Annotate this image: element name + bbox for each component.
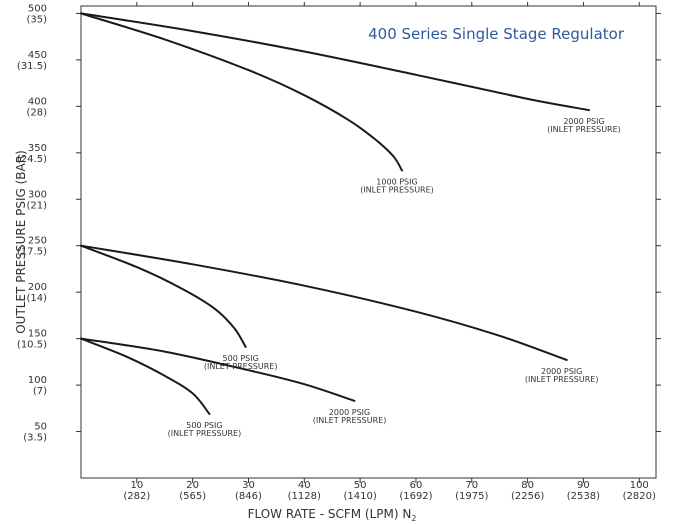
chart-title: 400 Series Single Stage Regulator [368, 25, 625, 43]
x-tick-sublabel: (1692) [399, 491, 432, 502]
curves [80, 12, 590, 415]
x-tick-label: 80 [521, 480, 534, 491]
curve-label-pressure: 2000 PSIG [563, 117, 604, 126]
y-tick-sublabel: (7) [33, 386, 47, 397]
x-axis-title-text: FLOW RATE - SCFM (LPM) N [248, 507, 412, 521]
curve-line [80, 244, 247, 348]
curve-line [80, 244, 568, 361]
y-tick-label: 100 [28, 375, 47, 386]
x-tick-label: 100 [630, 480, 649, 491]
y-tick-sublabel: (24.5) [17, 154, 47, 165]
y-tick-sublabel: (10.5) [17, 340, 47, 351]
curve-line [80, 337, 356, 402]
y-tick-label: 300 [28, 189, 47, 200]
x-tick-sublabel: (2256) [511, 491, 544, 502]
y-tick-label: 500 [28, 3, 47, 14]
x-tick-label: 40 [298, 480, 311, 491]
x-tick-sublabel: (1410) [343, 491, 376, 502]
x-tick-label: 50 [354, 480, 367, 491]
x-tick-label: 60 [410, 480, 423, 491]
x-tick-sublabel: (1975) [455, 491, 488, 502]
y-tick-label: 450 [28, 50, 47, 61]
curve-line [80, 12, 590, 112]
y-axis: 50(3.5) 100(7) 150(10.5) 200(14) 250(17.5) 30… [17, 3, 661, 444]
x-tick-sublabel: (1128) [288, 491, 321, 502]
x-axis: 10(282)20(565)30(846)40(1128)50(1410)60(… [123, 2, 656, 502]
x-axis-title: FLOW RATE - SCFM (LPM) N2 [248, 507, 417, 523]
x-tick-sublabel: (2538) [567, 491, 600, 502]
x-tick-sublabel: (282) [123, 491, 150, 502]
x-tick-label: 10 [130, 480, 143, 491]
curve-label-pressure: 2000 PSIG [541, 367, 582, 376]
curve-label-inlet: (INLET PRESSURE) [360, 185, 434, 194]
x-axis-title-subscript: 2 [411, 514, 416, 523]
x-tick-sublabel: (2820) [623, 491, 656, 502]
y-tick-sublabel: (14) [26, 293, 47, 304]
curve-label-inlet: (INLET PRESSURE) [168, 429, 242, 438]
x-tick-label: 90 [577, 480, 590, 491]
y-axis-title: OUTLET PRESSURE PSIG (BAR) [14, 150, 28, 334]
curve-labels: 2000 PSIG(INLET PRESSURE)1000 PSIG(INLET… [168, 117, 621, 438]
y-tick-label: 200 [28, 282, 47, 293]
x-tick-label: 70 [465, 480, 478, 491]
x-tick-label: 30 [242, 480, 255, 491]
curve-label-inlet: (INLET PRESSURE) [204, 362, 278, 371]
x-tick-sublabel: (846) [235, 491, 262, 502]
y-tick-label: 50 [34, 422, 47, 433]
curve-label-pressure: 500 PSIG [223, 354, 259, 363]
y-tick-sublabel: (21) [26, 200, 47, 211]
curve-label-pressure: 2000 PSIG [329, 408, 370, 417]
x-tick-sublabel: (565) [179, 491, 206, 502]
plot-frame [80, 5, 657, 479]
curve-label-inlet: (INLET PRESSURE) [525, 375, 599, 384]
x-tick-label: 20 [186, 480, 199, 491]
curve-label-inlet: (INLET PRESSURE) [547, 125, 621, 134]
y-tick-label: 400 [28, 96, 47, 107]
y-tick-sublabel: (35) [26, 14, 47, 25]
y-tick-label: 250 [28, 236, 47, 247]
y-tick-label: 350 [28, 143, 47, 154]
y-tick-sublabel: (28) [26, 107, 47, 118]
y-tick-sublabel: (31.5) [17, 61, 47, 72]
curve-line [80, 337, 211, 415]
curve-line [80, 12, 403, 172]
curve-label-pressure: 1000 PSIG [376, 177, 417, 186]
y-tick-sublabel: (17.5) [17, 247, 47, 258]
curve-label-pressure: 500 PSIG [186, 421, 222, 430]
y-tick-label: 150 [28, 329, 47, 340]
y-tick-sublabel: (3.5) [23, 433, 47, 444]
curve-label-inlet: (INLET PRESSURE) [313, 416, 387, 425]
